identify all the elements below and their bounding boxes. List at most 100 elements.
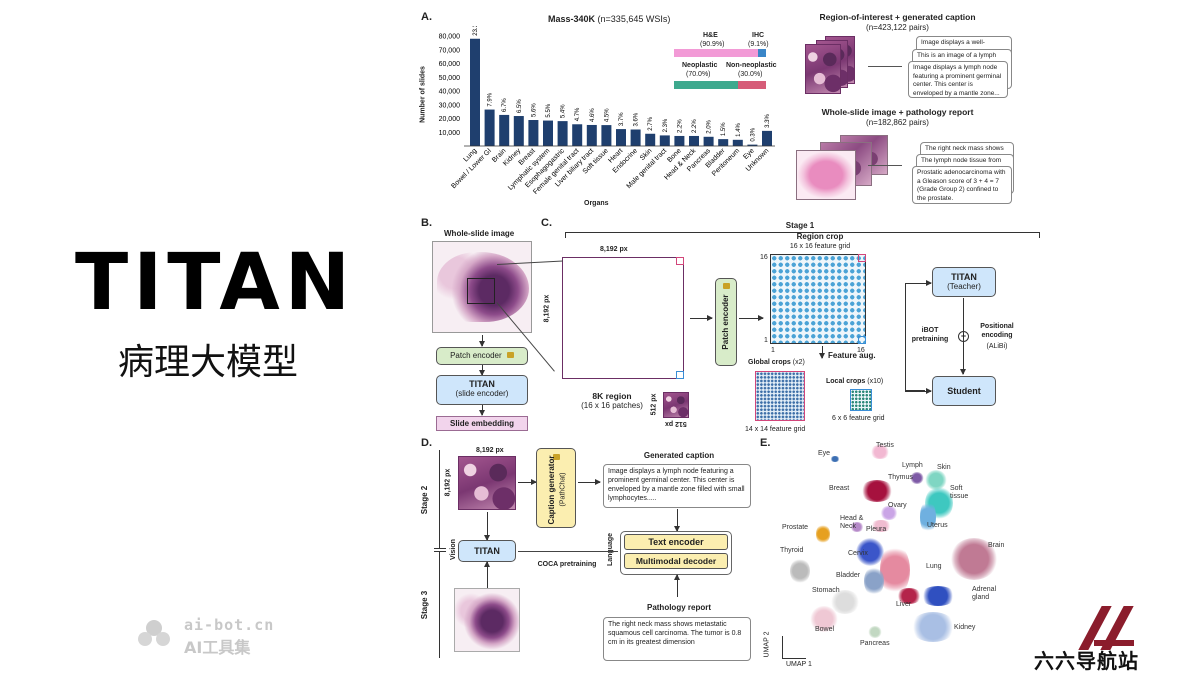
c-tick-16: 16	[760, 254, 768, 261]
bar	[732, 139, 743, 146]
umap-label: Kidney	[954, 624, 976, 631]
bar	[513, 116, 524, 146]
umap-cluster	[860, 480, 894, 502]
bar	[674, 135, 685, 146]
c-px-side: 8,192 px	[543, 294, 551, 323]
bar	[659, 135, 670, 146]
bar	[689, 135, 699, 146]
c-global-label: Global crops	[748, 359, 791, 366]
non-neo-pct: (30.0%)	[738, 71, 763, 78]
c-local-grid: 6 x 6 feature grid	[832, 415, 885, 422]
chart-title-suffix: (n=335,645 WSIs)	[597, 14, 671, 24]
bar-value-label: 2.7%	[648, 116, 654, 130]
d-px-top: 8,192 px	[476, 447, 504, 454]
bar-value-label: 2.2%	[677, 119, 683, 133]
stage1-label: Stage 1	[785, 221, 815, 230]
bar-value-label: 5.6%	[531, 103, 537, 117]
y-axis-label: Number of slides	[419, 66, 427, 123]
umap-label: Brain	[988, 542, 1005, 549]
umap-axis-y-line	[782, 636, 783, 658]
mm-decoder: Multimodal decoder	[624, 553, 728, 569]
b-patch-encoder-label: Patch encoder	[450, 351, 502, 360]
bar-value-label: 7.9%	[488, 92, 494, 106]
b-titan-label: TITAN	[469, 379, 495, 389]
umap-cluster	[870, 520, 892, 532]
y-tick-label: 60,000	[439, 61, 461, 68]
umap-label: Head & Neck	[840, 515, 864, 530]
bar-value-label: 6.7%	[502, 98, 508, 112]
bar	[586, 124, 597, 146]
bar	[484, 109, 495, 146]
ihc-pct: (9.1%)	[748, 41, 769, 48]
bar-value-label: 5.4%	[561, 104, 567, 118]
c-single-patch	[663, 392, 689, 418]
c-region-sub: (16 x 16 patches)	[581, 401, 643, 410]
umap-label: Uterus	[927, 522, 948, 529]
d-stage-line	[439, 450, 440, 658]
bar	[718, 139, 729, 146]
neo-label: Neoplastic	[682, 62, 718, 69]
umap-label: Skin	[937, 464, 951, 471]
brand-logo: 六六导航站	[1030, 600, 1200, 675]
y-tick-label: 20,000	[439, 116, 461, 123]
wsi-label: Whole-slide image	[444, 229, 515, 238]
c-arrow-to-encoder	[690, 315, 713, 321]
chart-title-text: Mass-340K	[548, 14, 596, 24]
c-patch-encoder-label: Patch encoder	[721, 294, 730, 350]
c-local-label: Local crops	[826, 378, 866, 385]
umap-label: Eye	[818, 450, 831, 457]
roi-image	[805, 44, 841, 94]
d-region-image	[458, 456, 516, 510]
c-global-line: Global crops (x2)	[748, 358, 805, 367]
umap-cluster	[830, 456, 840, 462]
panel-a-letter: A.	[421, 11, 432, 23]
y-tick-label: 50,000	[439, 75, 461, 82]
y-tick-label: 30,000	[439, 102, 461, 109]
umap-cluster	[896, 588, 922, 604]
panel-c-letter: C.	[541, 217, 552, 229]
umap-label: Breast	[829, 485, 850, 492]
c-feature-aug: Feature aug.	[828, 351, 876, 360]
bar	[528, 120, 539, 146]
umap-axis-x-line	[782, 658, 806, 659]
watermark-name: AI工具集	[184, 638, 251, 657]
bar-value-label: 4.6%	[590, 108, 596, 122]
student-label: Student	[947, 386, 981, 396]
bar-value-label: 1.5%	[721, 122, 727, 136]
student-box: Student	[932, 376, 996, 406]
d-arrow-caption-encoder	[674, 509, 680, 532]
umap-cluster	[920, 586, 956, 606]
c-local-line: Local crops (x10)	[826, 377, 883, 386]
d-arrow-to-gen-caption	[578, 479, 601, 485]
b-titan-sub: (slide encoder)	[455, 389, 509, 398]
c-tick-1: 1	[764, 337, 768, 344]
umap-label: Thymus	[888, 474, 913, 481]
bar-value-label: 3.3%	[765, 114, 771, 128]
umap-label: Bowel	[815, 626, 835, 633]
report-front: Prostatic adenocarcinoma with a Gleason …	[912, 166, 1012, 204]
d-arrow-report-decoder	[674, 574, 680, 597]
bar	[572, 124, 583, 146]
bar-value-label: 0.3%	[750, 127, 756, 141]
umap-label: Liver	[896, 601, 912, 608]
c-local-n: (x10)	[867, 378, 884, 385]
roi-caption-front: Image displays a lymph node featuring a …	[908, 61, 1008, 98]
pos-label: Positional encoding	[980, 323, 1014, 339]
umap-axis-x: UMAP 1	[786, 661, 812, 668]
main-subtitle: 病理大模型	[118, 342, 299, 383]
chart-title: Mass-340K (n=335,645 WSIs)	[548, 14, 670, 24]
umap-cluster	[850, 522, 864, 532]
roi-title: Region-of-interest + generated caption	[819, 12, 976, 22]
umap-plot: Testis Eye Lymph Skin Thymus Breast Soft tissu…	[770, 440, 1020, 670]
bar-value-label: 6.5%	[517, 99, 523, 113]
wsi-image	[796, 150, 856, 200]
y-tick-label: 40,000	[439, 89, 461, 96]
d-stage2: Stage 2	[420, 485, 430, 515]
d-language: Language	[607, 532, 615, 567]
neoplastic-bar	[674, 81, 766, 89]
report-title: Pathology report	[646, 603, 711, 612]
panel-d-letter: D.	[421, 437, 432, 449]
c-8k-region	[562, 257, 684, 379]
teacher-box: TITAN (Teacher)	[932, 267, 996, 297]
